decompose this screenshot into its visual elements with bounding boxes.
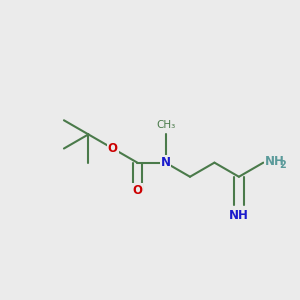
Text: NH: NH	[265, 154, 285, 168]
Text: N: N	[160, 156, 170, 169]
Text: O: O	[108, 142, 118, 155]
Text: 2: 2	[280, 160, 286, 170]
Text: O: O	[132, 184, 142, 197]
Text: NH: NH	[229, 209, 249, 222]
Text: CH₃: CH₃	[156, 120, 175, 130]
